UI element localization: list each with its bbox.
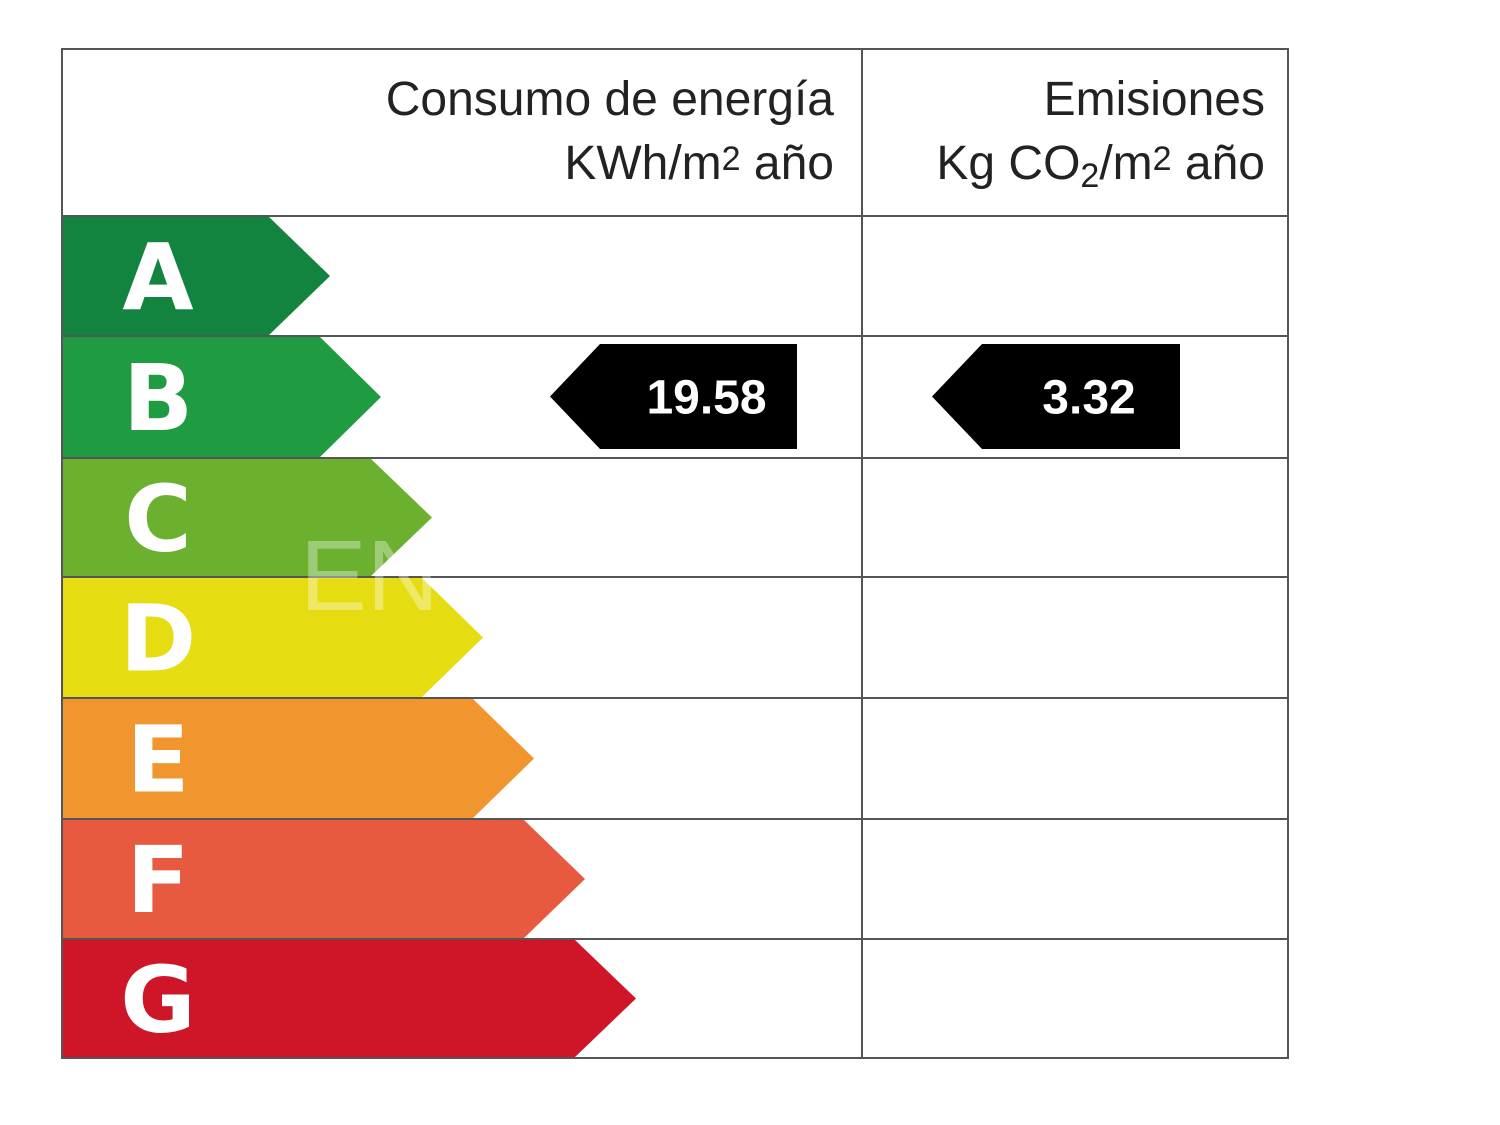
energy-header-unit: KWh/m2 año — [564, 137, 834, 190]
class-arrow-a — [62, 216, 330, 336]
class-arrow-g — [62, 939, 636, 1058]
rating-markers: 19.58 3.32 — [550, 344, 1180, 449]
table-grid — [61, 48, 1289, 1059]
class-arrow-f — [62, 819, 585, 939]
emissions-header-unit: Kg CO2/m2 año — [936, 137, 1265, 195]
class-letter-b: B — [123, 345, 193, 452]
class-arrow-c — [62, 458, 432, 577]
class-letter-d: D — [120, 586, 196, 693]
energy-rating-value: 19.58 — [646, 372, 766, 425]
emissions-rating-value: 3.32 — [1042, 372, 1135, 425]
energy-rating-marker — [550, 344, 797, 449]
energy-header-title: Consumo de energía — [385, 73, 834, 126]
emissions-rating-marker — [932, 344, 1180, 449]
energy-consumption-header: Consumo de energía KWh/m2 año — [250, 68, 834, 196]
class-arrow-b — [62, 336, 381, 458]
class-letter-a: A — [122, 224, 193, 331]
class-arrow-e — [62, 698, 534, 819]
emissions-header-title: Emisiones — [1043, 73, 1265, 126]
class-letter-f: F — [127, 827, 190, 934]
watermark-text: EN — [300, 520, 439, 632]
class-arrow-d — [62, 577, 483, 698]
emissions-header: Emisiones Kg CO2/m2 año — [868, 68, 1265, 196]
class-letter-c: C — [124, 466, 192, 573]
class-letter-g: G — [120, 947, 196, 1054]
class-letter-e: E — [127, 707, 190, 814]
